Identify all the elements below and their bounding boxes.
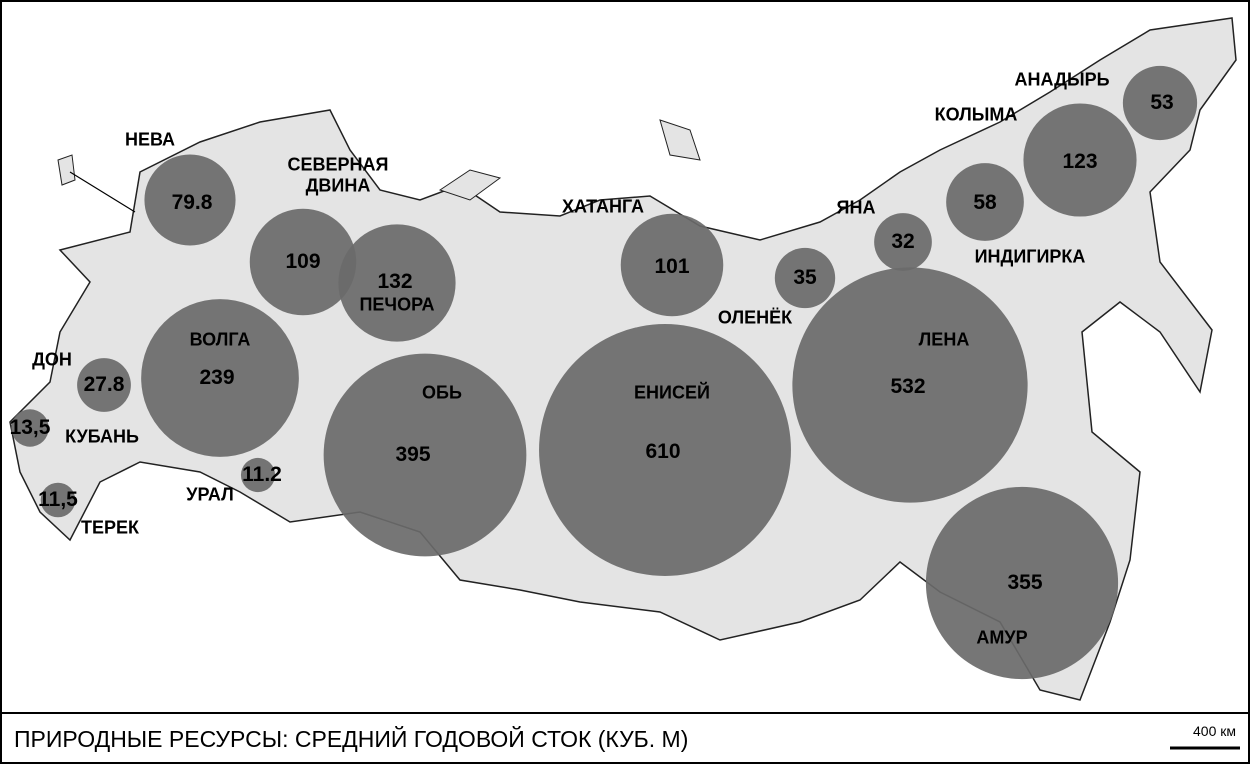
river-name: АНАДЫРЬ	[1014, 69, 1110, 90]
flow-value: 11,5	[38, 487, 78, 511]
flow-value: 11.2	[242, 462, 282, 486]
river-name: ХАТАНГА	[561, 196, 645, 217]
river-name: ЯНА	[836, 197, 876, 218]
flow-bubble	[40, 482, 76, 518]
river-name: СЕВЕРНАЯ ДВИНА	[287, 154, 389, 195]
flow-bubble	[249, 208, 357, 316]
island	[659, 119, 701, 161]
river-name: УРАЛ	[186, 484, 234, 505]
flow-value: 532	[890, 374, 926, 398]
flow-value: 123	[1062, 149, 1098, 173]
flow-value: 239	[199, 365, 235, 389]
flow-bubble	[874, 213, 932, 271]
bubbles	[11, 65, 1198, 680]
flow-bubble	[240, 457, 276, 493]
river-name: ТЕРЕК	[81, 517, 139, 538]
flow-value: 53	[1150, 90, 1174, 114]
river-name: ОЛЕНЁК	[717, 307, 793, 328]
flow-bubble	[338, 224, 456, 342]
flow-value: 79.8	[171, 190, 213, 214]
scale-label: 400 км	[1193, 723, 1236, 739]
flow-bubble	[141, 299, 299, 457]
river-name: ПЕЧОРА	[359, 294, 435, 315]
map-title: ПРИРОДНЫЕ РЕСУРСЫ: СРЕДНИЙ ГОДОВОЙ СТОК …	[14, 726, 689, 752]
flow-bubble	[620, 213, 724, 317]
flow-value: 610	[645, 439, 681, 463]
flow-bubble	[11, 409, 49, 447]
flow-bubble	[144, 154, 236, 246]
river-name: ЛЕНА	[918, 329, 970, 350]
flow-bubble	[539, 324, 791, 576]
river-name: ОБЬ	[422, 382, 462, 403]
island	[438, 169, 502, 201]
flow-bubble	[946, 163, 1024, 241]
flow-value: 132	[377, 269, 413, 293]
flow-value: 395	[395, 442, 431, 466]
river-name: ЕНИСЕЙ	[634, 382, 710, 403]
flow-value: 27.8	[83, 372, 125, 396]
flow-value: 35	[793, 265, 817, 289]
river-name: АМУР	[976, 627, 1028, 648]
flow-value: 58	[973, 190, 997, 214]
river-name: НЕВА	[124, 129, 176, 150]
flow-bubble	[77, 358, 131, 412]
flow-bubble	[925, 486, 1119, 680]
river-name: ИНДИГИРКА	[974, 246, 1086, 267]
flow-bubble	[1122, 65, 1198, 141]
river-name: КОЛЫМА	[934, 104, 1018, 125]
flow-bubble	[792, 267, 1028, 503]
flow-value: 355	[1007, 570, 1043, 594]
river-name: КУБАНЬ	[65, 426, 139, 447]
island	[57, 154, 76, 186]
river-name: ВОЛГА	[189, 329, 251, 350]
flow-value: 32	[891, 229, 915, 253]
flow-bubble	[323, 353, 527, 557]
flow-value: 109	[285, 249, 321, 273]
flow-value: 101	[654, 254, 690, 278]
flow-bubble	[774, 247, 836, 309]
flow-value: 13,5	[9, 415, 51, 439]
flow-bubble	[1023, 103, 1137, 217]
arrow	[69, 171, 136, 213]
river-name: ДОН	[32, 349, 72, 370]
